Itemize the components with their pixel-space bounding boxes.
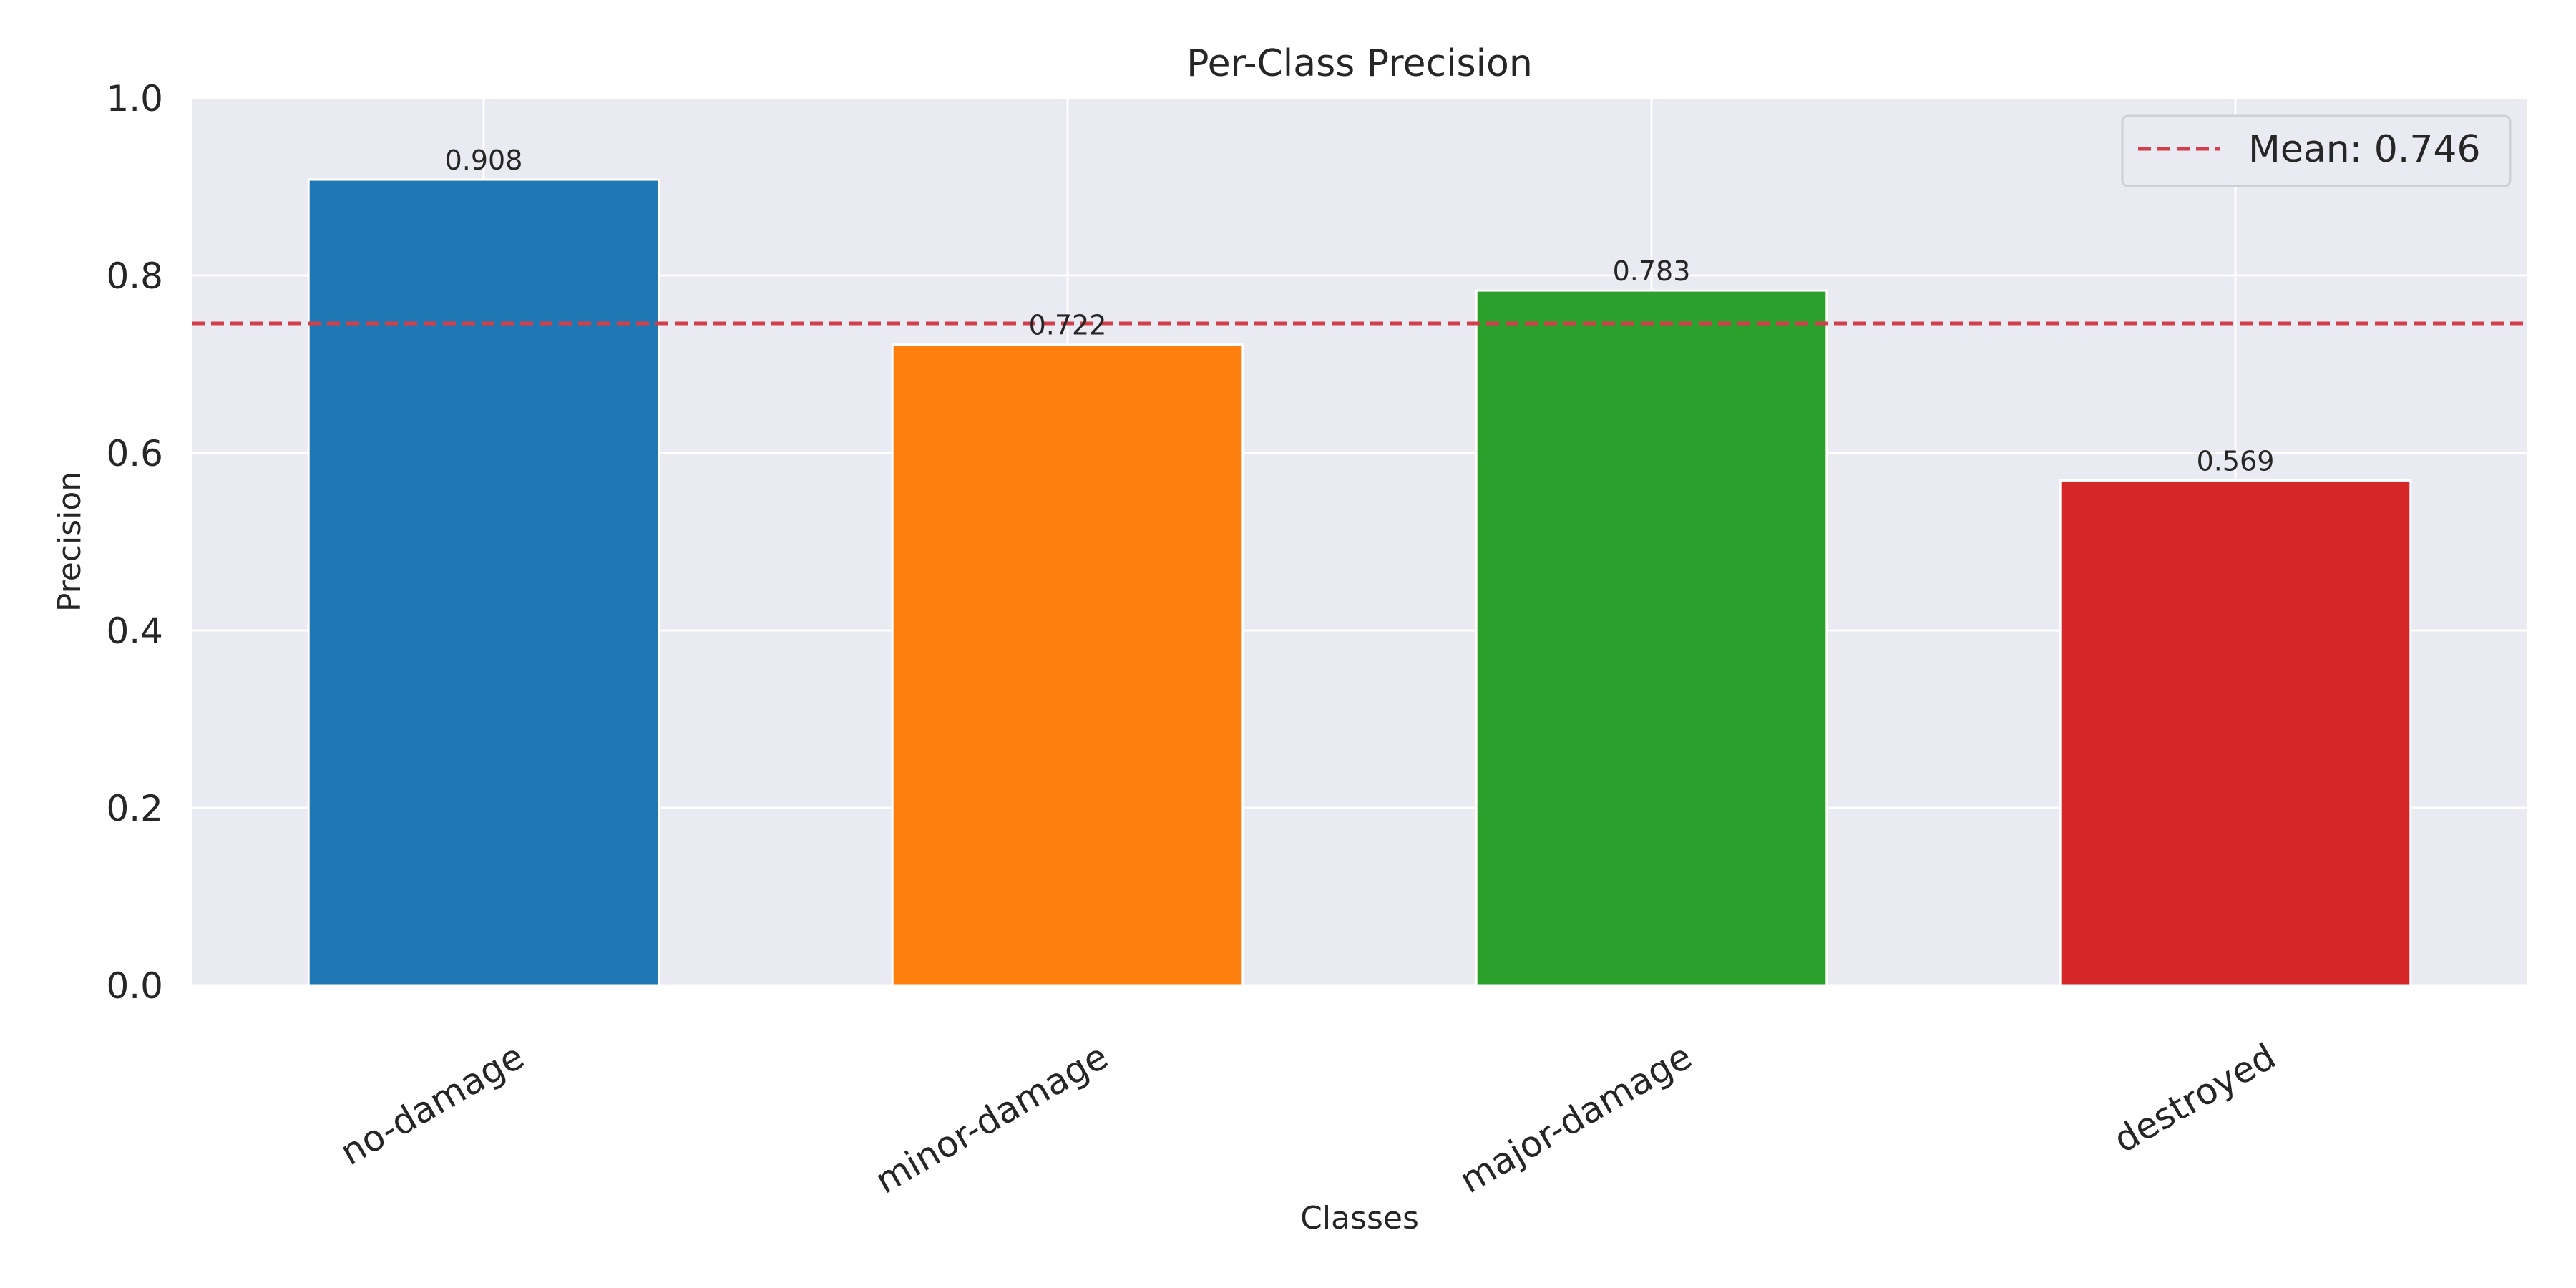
bar-minor-damage bbox=[891, 343, 1244, 987]
bar-value-label: 0.783 bbox=[1613, 255, 1691, 287]
y-tick-labels: 0.0 0.2 0.4 0.6 0.8 1.0 bbox=[106, 78, 163, 1007]
x-axis-label: Classes bbox=[1300, 1200, 1419, 1236]
legend: Mean: 0.746 bbox=[2121, 114, 2512, 187]
y-tick-label: 0.0 bbox=[106, 965, 163, 1007]
bar-value-label: 0.908 bbox=[445, 145, 523, 176]
bar-major-damage bbox=[1475, 289, 1828, 987]
y-tick-label: 0.4 bbox=[106, 610, 163, 652]
x-tick-label: major-damage bbox=[1453, 1035, 1699, 1201]
x-tick-label: no-damage bbox=[333, 1035, 531, 1174]
x-tick-label: destroyed bbox=[2107, 1035, 2283, 1161]
y-tick-label: 0.2 bbox=[106, 788, 163, 829]
bar-no-damage bbox=[307, 178, 660, 987]
x-tick-labels: no-damage minor-damage major-damage destroy… bbox=[333, 1035, 2283, 1201]
y-tick-label: 1.0 bbox=[106, 78, 163, 119]
bar-value-label: 0.569 bbox=[2197, 445, 2275, 477]
y-axis-label: Precision bbox=[52, 472, 88, 612]
y-tick-label: 0.8 bbox=[106, 255, 163, 297]
chart-title: Per-Class Precision bbox=[1186, 42, 1533, 85]
bars bbox=[307, 178, 2412, 987]
bar-value-labels: 0.908 0.722 0.783 0.569 bbox=[445, 145, 2275, 477]
y-tick-label: 0.6 bbox=[106, 433, 163, 474]
bar-destroyed bbox=[2059, 479, 2412, 987]
legend-box bbox=[2121, 114, 2512, 187]
legend-label: Mean: 0.746 bbox=[2248, 128, 2481, 171]
bar-value-label: 0.722 bbox=[1029, 310, 1107, 341]
x-tick-label: minor-damage bbox=[868, 1035, 1115, 1201]
